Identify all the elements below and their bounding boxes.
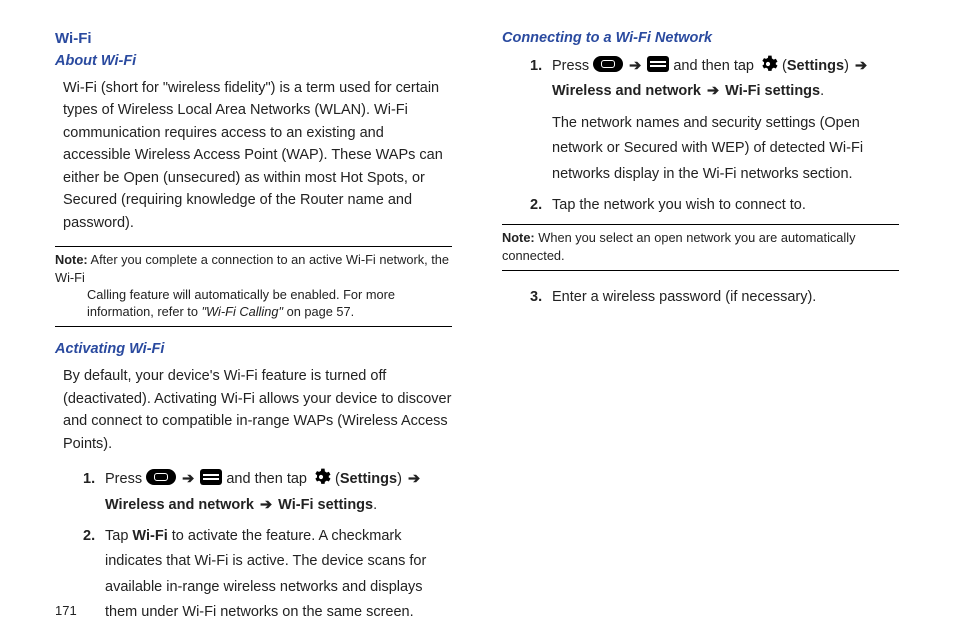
gear-icon [311, 467, 331, 487]
note-block: Note: When you select an open network yo… [502, 224, 899, 271]
subsection-about: About Wi-Fi [55, 53, 452, 69]
arrow-icon: ➔ [406, 471, 422, 487]
cross-reference: "Wi-Fi Calling" [202, 304, 284, 319]
left-column: Wi-Fi About Wi-Fi Wi-Fi (short for "wire… [55, 30, 452, 631]
step-item: 1. Press ➔ and then tap (Settings) ➔ Wir… [83, 467, 452, 518]
wifi-settings-label: Wi-Fi settings [278, 497, 373, 513]
arrow-icon: ➔ [853, 58, 869, 74]
about-paragraph: Wi-Fi (short for "wireless fidelity") is… [55, 77, 452, 234]
connecting-steps-cont: 3. Enter a wireless password (if necessa… [502, 285, 899, 310]
step-number: 1. [83, 467, 95, 492]
home-button-icon [146, 469, 176, 485]
arrow-icon: ➔ [258, 497, 274, 513]
step-number: 3. [530, 285, 542, 310]
note-text: Note: When you select an open network yo… [502, 229, 899, 264]
menu-button-icon [200, 469, 222, 485]
menu-button-icon [647, 56, 669, 72]
activating-paragraph: By default, your device's Wi-Fi feature … [55, 365, 452, 455]
step-item: 2. Tap Wi-Fi to activate the feature. A … [83, 524, 452, 626]
arrow-icon: ➔ [705, 83, 721, 99]
wireless-network-label: Wireless and network [552, 83, 701, 99]
right-column: Connecting to a Wi-Fi Network 1. Press ➔… [502, 30, 899, 631]
step-number: 2. [530, 193, 542, 218]
step-body: The network names and security settings … [552, 115, 863, 182]
connecting-steps: 1. Press ➔ and then tap (Settings) ➔ Wir… [502, 54, 899, 218]
subsection-activating: Activating Wi-Fi [55, 341, 452, 357]
note-label: Note: [502, 230, 535, 245]
note-text: Note: After you complete a connection to… [55, 251, 452, 320]
note-label: Note: [55, 252, 88, 267]
home-button-icon [593, 56, 623, 72]
wifi-settings-label: Wi-Fi settings [725, 83, 820, 99]
note-block: Note: After you complete a connection to… [55, 246, 452, 327]
activating-steps: 1. Press ➔ and then tap (Settings) ➔ Wir… [55, 467, 452, 625]
step-number: 2. [83, 524, 95, 549]
gear-icon [758, 54, 778, 74]
step-item: 2. Tap the network you wish to connect t… [530, 193, 899, 218]
settings-label: Settings [340, 471, 397, 487]
settings-label: Settings [787, 58, 844, 74]
wireless-network-label: Wireless and network [105, 497, 254, 513]
subsection-connecting: Connecting to a Wi-Fi Network [502, 30, 899, 46]
step-item: 3. Enter a wireless password (if necessa… [530, 285, 899, 310]
arrow-icon: ➔ [180, 471, 196, 487]
section-title: Wi-Fi [55, 30, 452, 47]
page-number: 171 [55, 603, 77, 618]
step-item: 1. Press ➔ and then tap (Settings) ➔ Wir… [530, 54, 899, 187]
arrow-icon: ➔ [627, 58, 643, 74]
step-number: 1. [530, 54, 542, 79]
